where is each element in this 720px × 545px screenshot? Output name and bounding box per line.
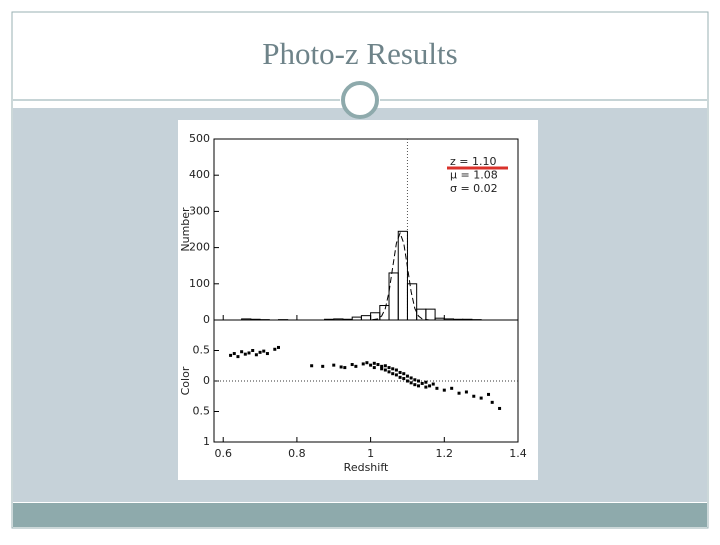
scatter-point	[406, 380, 409, 383]
scatter-point	[255, 353, 258, 356]
scatter-point	[472, 395, 475, 398]
scatter-point	[365, 361, 368, 364]
scatter-point	[406, 375, 409, 378]
y-tick-label: 0.5	[193, 405, 211, 418]
scatter-point	[332, 364, 335, 367]
y-tick-label: 1	[203, 435, 210, 448]
scatter-point	[417, 384, 420, 387]
x-tick-label: 1	[367, 447, 374, 460]
x-tick-label: 0.8	[288, 447, 306, 460]
x-tick-label: 0.6	[214, 447, 232, 460]
scatter-point	[491, 401, 494, 404]
scatter-point	[410, 381, 413, 384]
scatter-point	[380, 367, 383, 370]
y-tick-label: 0.5	[193, 344, 211, 357]
scatter-point	[259, 351, 262, 354]
scatter-point	[391, 367, 394, 370]
scatter-point	[424, 386, 427, 389]
scatter-point	[343, 366, 346, 369]
scatter-point	[388, 366, 391, 369]
scatter-point	[480, 397, 483, 400]
x-tick-label: 1.2	[436, 447, 454, 460]
scatter-point	[262, 350, 265, 353]
scatter-point	[388, 370, 391, 373]
scatter-point	[465, 390, 468, 393]
scatter-point	[413, 383, 416, 386]
scatter-point	[251, 349, 254, 352]
scatter-point	[351, 363, 354, 366]
scatter-point	[487, 393, 490, 396]
annotation: σ = 0.02	[450, 182, 498, 195]
scatter-point	[399, 376, 402, 379]
scatter-point	[240, 350, 243, 353]
scatter-point	[402, 372, 405, 375]
scatter-point	[458, 392, 461, 395]
y-tick-label: 100	[189, 277, 210, 290]
scatter-point	[410, 376, 413, 379]
slide-title: Photo-z Results	[262, 36, 457, 71]
scatter-point	[399, 371, 402, 374]
scatter-point	[450, 387, 453, 390]
scatter-point	[421, 382, 424, 385]
scatter-point	[417, 380, 420, 383]
scatter-point	[244, 353, 247, 356]
scatter-point	[384, 364, 387, 367]
y-tick-label: 500	[189, 132, 210, 145]
scatter-point	[432, 383, 435, 386]
scatter-point	[229, 354, 232, 357]
y-tick-label: 200	[189, 241, 210, 254]
y-tick-label: 300	[189, 204, 210, 217]
x-tick-label: 1.4	[509, 447, 527, 460]
scatter-point	[373, 366, 376, 369]
scatter-point	[340, 365, 343, 368]
y-tick-label: 0	[203, 374, 210, 387]
divider-ring	[343, 83, 377, 117]
scatter-point	[236, 355, 239, 358]
scatter-point	[443, 389, 446, 392]
scatter-point	[362, 362, 365, 365]
scatter-point	[273, 348, 276, 351]
y-axis-label: Color	[179, 366, 192, 395]
scatter-point	[428, 384, 431, 387]
x-axis-label: Redshift	[344, 461, 389, 474]
scatter-point	[321, 365, 324, 368]
footer-band	[13, 503, 707, 527]
scatter-point	[266, 352, 269, 355]
annotation: z = 1.10	[450, 155, 496, 168]
scatter-point	[498, 407, 501, 410]
scatter-point	[248, 351, 251, 354]
scatter-point	[233, 352, 236, 355]
y-tick-label: 0	[203, 313, 210, 326]
scatter-point	[369, 364, 372, 367]
y-axis-label: Number	[179, 207, 192, 252]
scatter-point	[435, 387, 438, 390]
scatter-point	[310, 364, 313, 367]
y-tick-label: 400	[189, 168, 210, 181]
scatter-point	[373, 362, 376, 365]
scatter-point	[391, 372, 394, 375]
scatter-point	[424, 381, 427, 384]
scatter-point	[402, 377, 405, 380]
scatter-point	[413, 378, 416, 381]
scatter-point	[384, 369, 387, 372]
scatter-point	[395, 369, 398, 372]
scatter-point	[376, 363, 379, 366]
scatter-point	[277, 346, 280, 349]
scatter-point	[395, 373, 398, 376]
scatter-point	[354, 365, 357, 368]
annotation: μ = 1.08	[450, 169, 498, 182]
